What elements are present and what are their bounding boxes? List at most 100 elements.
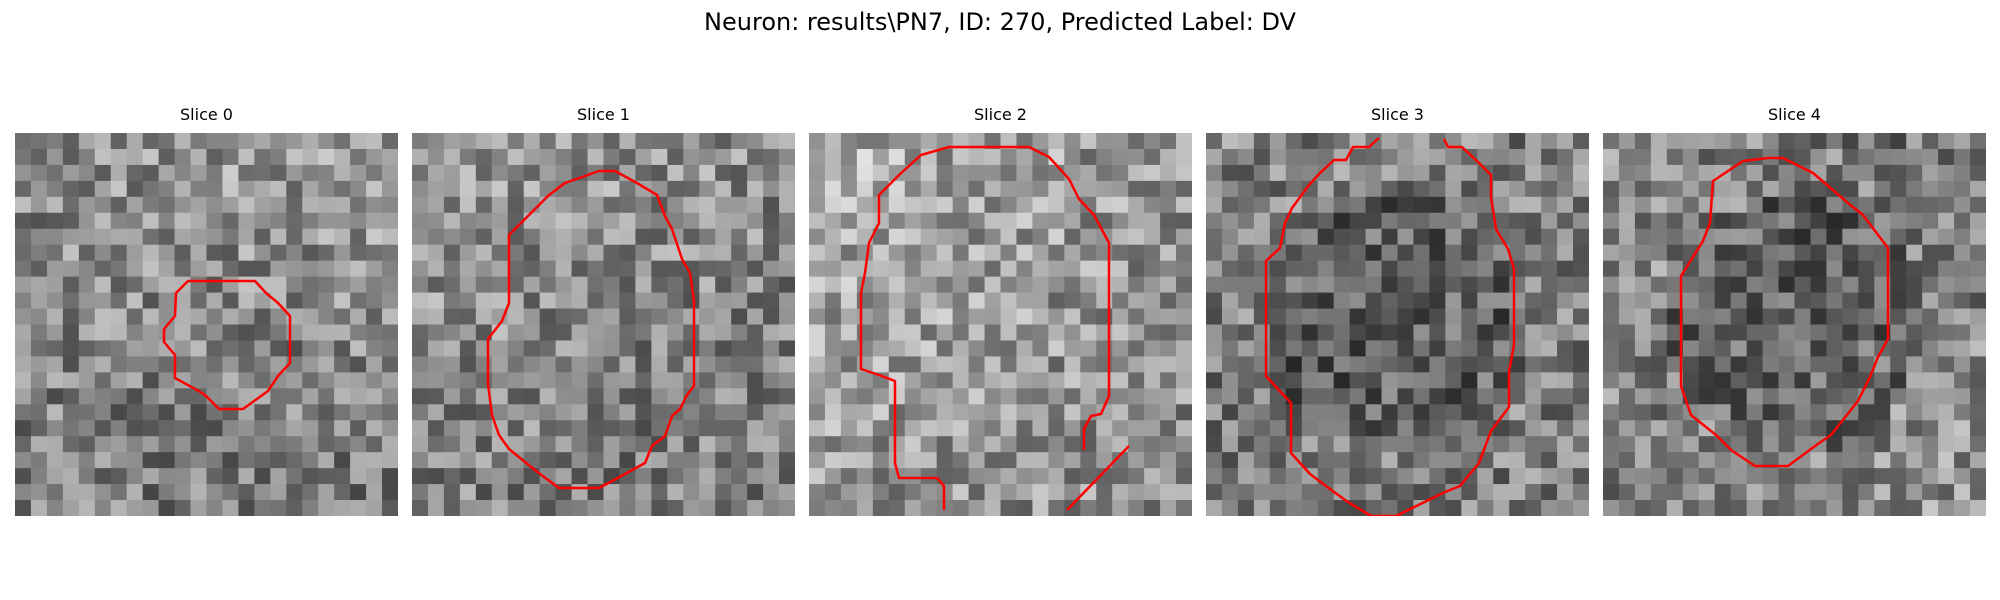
pixel — [94, 148, 112, 166]
pixel — [15, 260, 32, 278]
pixel — [1778, 164, 1796, 182]
pixel — [30, 500, 48, 516]
pixel — [1397, 404, 1415, 421]
pixel — [1397, 324, 1415, 342]
pixel — [747, 356, 764, 373]
pixel — [952, 372, 970, 389]
pixel — [238, 500, 255, 516]
pixel — [110, 308, 128, 326]
pixel — [1573, 180, 1589, 198]
pixel — [222, 308, 240, 326]
pixel — [1445, 276, 1462, 294]
pixel — [715, 372, 732, 389]
pixel — [763, 133, 780, 150]
pixel — [475, 356, 493, 373]
pixel — [1650, 212, 1668, 230]
pixel — [1144, 420, 1161, 437]
pixel — [334, 212, 351, 230]
pixel — [904, 244, 922, 262]
pixel — [1096, 196, 1113, 214]
pixel — [809, 484, 826, 501]
pixel — [1301, 308, 1319, 326]
pixel — [952, 244, 970, 262]
pixel — [1237, 276, 1255, 294]
pixel — [888, 420, 906, 437]
pixel — [1826, 196, 1843, 214]
pixel — [427, 148, 445, 166]
pixel — [427, 372, 445, 389]
pixel — [1096, 468, 1113, 485]
pixel — [523, 404, 541, 421]
pixel — [1112, 388, 1129, 405]
pixel — [1000, 292, 1018, 310]
pixel — [1810, 164, 1828, 182]
pixel — [366, 452, 383, 469]
pixel — [174, 244, 192, 262]
pixel — [1160, 292, 1177, 310]
pixel — [1144, 484, 1161, 501]
pixel — [1698, 436, 1716, 453]
pixel — [1557, 436, 1574, 453]
pixel — [1650, 356, 1668, 373]
pixel — [15, 468, 32, 485]
pixel — [824, 292, 842, 310]
pixel — [1221, 436, 1239, 453]
pixel — [1541, 244, 1558, 262]
pixel — [1573, 196, 1589, 214]
pixel — [888, 356, 906, 373]
pixel — [1509, 500, 1526, 516]
pixel — [1381, 404, 1399, 421]
pixel — [1032, 260, 1049, 278]
pixel — [110, 484, 128, 501]
pixel — [1365, 388, 1383, 405]
pixel — [904, 500, 922, 516]
pixel — [427, 436, 445, 453]
pixel — [603, 276, 621, 294]
pixel — [158, 148, 176, 166]
pixel — [1429, 212, 1446, 230]
pixel — [1509, 196, 1526, 214]
pixel — [1016, 228, 1034, 246]
pixel — [1746, 436, 1764, 453]
pixel — [1922, 180, 1939, 198]
pixel — [78, 244, 96, 262]
pixel — [1413, 340, 1431, 358]
pixel — [30, 356, 48, 373]
pixel — [1413, 308, 1431, 326]
pixel — [382, 244, 398, 262]
pixel — [110, 404, 128, 421]
pixel — [1682, 356, 1700, 373]
pixel — [1016, 196, 1034, 214]
pixel — [142, 148, 160, 166]
pixel — [475, 340, 493, 358]
pixel — [1160, 372, 1177, 389]
pixel — [286, 244, 303, 262]
pixel — [1970, 340, 1986, 358]
pixel — [366, 356, 383, 373]
pixel — [1746, 292, 1764, 310]
pixel — [1269, 180, 1287, 198]
pixel — [94, 212, 112, 230]
pixel — [1016, 388, 1034, 405]
pixel — [1938, 500, 1955, 516]
pixel — [699, 196, 716, 214]
pixel — [1144, 276, 1161, 294]
pixel — [809, 196, 826, 214]
pixel — [1080, 484, 1097, 501]
pixel — [1032, 244, 1049, 262]
pixel — [904, 212, 922, 230]
pixel — [603, 420, 621, 437]
pixel — [667, 180, 684, 198]
pixel — [1381, 180, 1399, 198]
pixel — [1666, 388, 1684, 405]
pixel — [1666, 148, 1684, 166]
pixel — [1160, 276, 1177, 294]
pixel — [1906, 340, 1923, 358]
pixel — [412, 468, 429, 485]
pixel — [872, 196, 890, 214]
pixel — [1429, 196, 1446, 214]
pixel — [1573, 452, 1589, 469]
pixel — [475, 420, 493, 437]
pixel — [94, 228, 112, 246]
pixel — [952, 133, 970, 150]
